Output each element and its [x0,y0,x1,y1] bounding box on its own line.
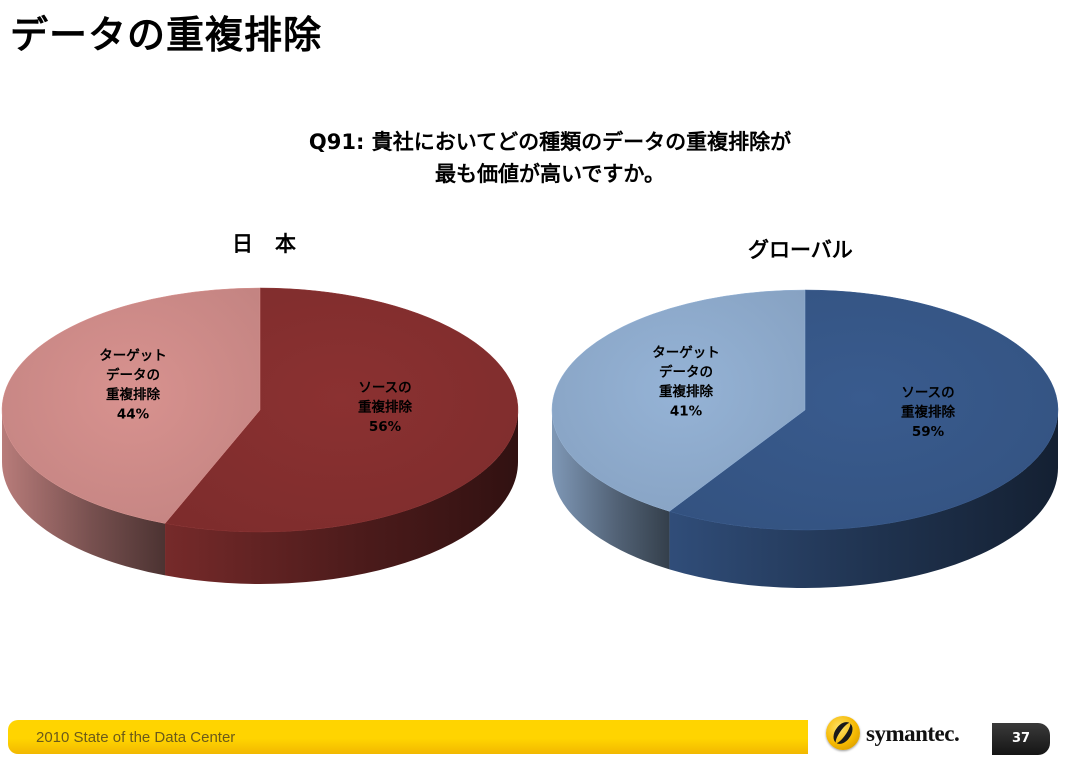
pie-slice-0-0 [164,287,519,533]
question-line-2: 最も価値が高いですか。 [435,162,665,186]
pie-label-1-0: ソースの重複排除 59% [901,385,955,440]
pie-label-0-0: ソースの重複排除 56% [358,380,412,435]
chart-title-japan: 日本 [232,232,318,256]
pie-label-1-1: ターゲットデータの重複排除 41% [652,344,720,420]
question-text: Q91: 貴社においてどの種類のデータの重複排除が 最も価値が高いですか。 [250,126,850,190]
pie-slice-1-1 [551,289,806,512]
pie-side-1-0 [669,410,1058,589]
question-line-1: Q91: 貴社においてどの種類のデータの重複排除が [308,130,792,154]
pie-slice-1-0 [668,289,1059,531]
slide-title: データの重複排除 [10,13,323,57]
page-number: 37 [992,723,1050,755]
symantec-logo-icon [826,716,860,750]
pie-side-1-1 [552,410,670,570]
footer-text: 2010 State of the Data Center [36,729,236,746]
pie-label-0-1: ターゲットデータの重複排除 44% [99,347,167,423]
pie-chart-japan: ソースの重複排除 56% ターゲットデータの重複排除 44% [1,287,519,584]
pie-slice-0-1 [1,287,261,524]
symantec-logo-text: symantec. [866,721,960,746]
pie-chart-global: ソースの重複排除 59% ターゲットデータの重複排除 41% [551,289,1059,589]
pie-side-0-1 [2,410,166,576]
chart-title-global: グローバル [748,238,853,262]
footer-bar [8,720,808,754]
pie-side-0-0 [165,410,518,584]
